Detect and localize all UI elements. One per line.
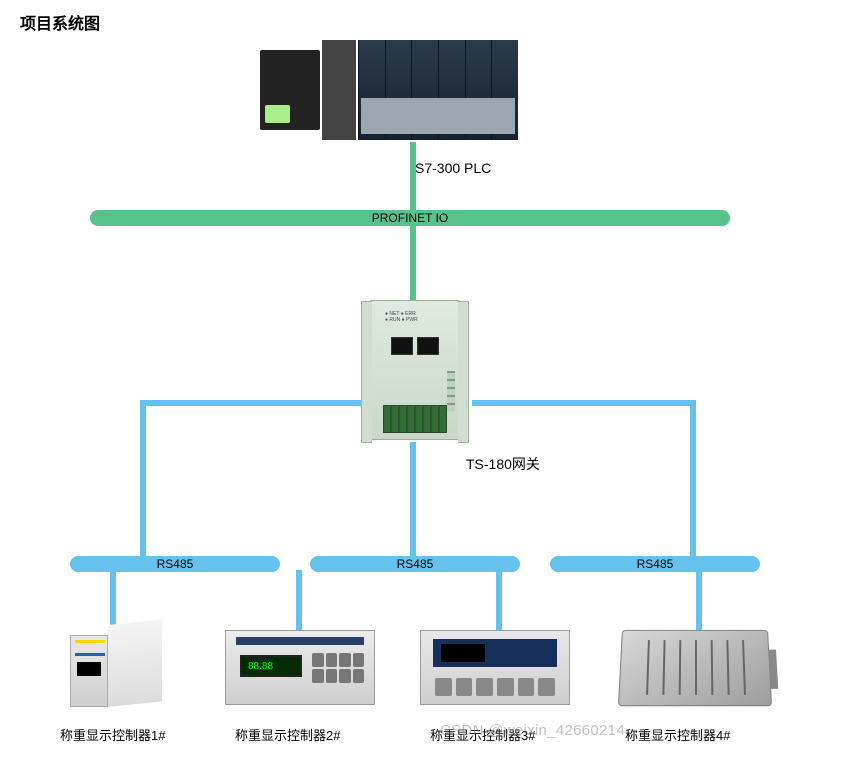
link-gateway-branch-mid-v	[410, 442, 416, 558]
controller-1-device	[70, 625, 170, 710]
link-gateway-branch-right-v	[690, 400, 696, 558]
watermark-text: CSDN @weixin_42660214	[440, 722, 625, 739]
controller-3-device	[420, 630, 570, 705]
link-gateway-branch-left-h	[140, 400, 362, 406]
rs485-bus-1-label: RS485	[157, 557, 194, 571]
profinet-bus-label: PROFINET IO	[372, 211, 448, 225]
plc-cpu	[322, 40, 356, 140]
link-gateway-branch-right-h	[472, 400, 696, 406]
controller-4-device	[618, 630, 772, 706]
link-rs485-to-ctrl3	[496, 570, 502, 632]
plc-module-rack	[358, 40, 518, 140]
link-plc-to-profinet	[410, 142, 416, 212]
rs485-bus-2-label: RS485	[397, 557, 434, 571]
plc-power-supply	[260, 50, 320, 130]
gateway-dip-switch	[447, 371, 455, 411]
link-gateway-branch-left-v	[140, 400, 146, 558]
profinet-bus: PROFINET IO	[90, 210, 730, 226]
plc-label: S7-300 PLC	[415, 160, 491, 176]
gateway-ethernet-ports	[389, 337, 443, 359]
gateway-device: ● NET ● ERR● RUN ● PWR	[370, 300, 460, 440]
diagram-title: 项目系统图	[20, 10, 100, 34]
rs485-bus-3-label: RS485	[637, 557, 674, 571]
rs485-bus-2: RS485	[310, 556, 520, 572]
gateway-led-panel: ● NET ● ERR● RUN ● PWR	[385, 311, 418, 323]
controller-4-label: 称重显示控制器4#	[625, 725, 730, 744]
link-rs485-to-ctrl4	[696, 570, 702, 630]
gateway-terminal-block	[383, 405, 447, 433]
plc-module	[491, 40, 518, 140]
gateway-label: TS-180网关	[466, 454, 540, 474]
rs485-bus-1: RS485	[70, 556, 280, 572]
link-profinet-to-gateway	[410, 226, 416, 302]
controller-2-device	[225, 630, 375, 705]
controller-1-label: 称重显示控制器1#	[60, 725, 165, 744]
rs485-bus-3: RS485	[550, 556, 760, 572]
controller-2-label: 称重显示控制器2#	[235, 725, 340, 744]
plc-device	[260, 40, 520, 140]
link-rs485-to-ctrl2	[296, 570, 302, 632]
